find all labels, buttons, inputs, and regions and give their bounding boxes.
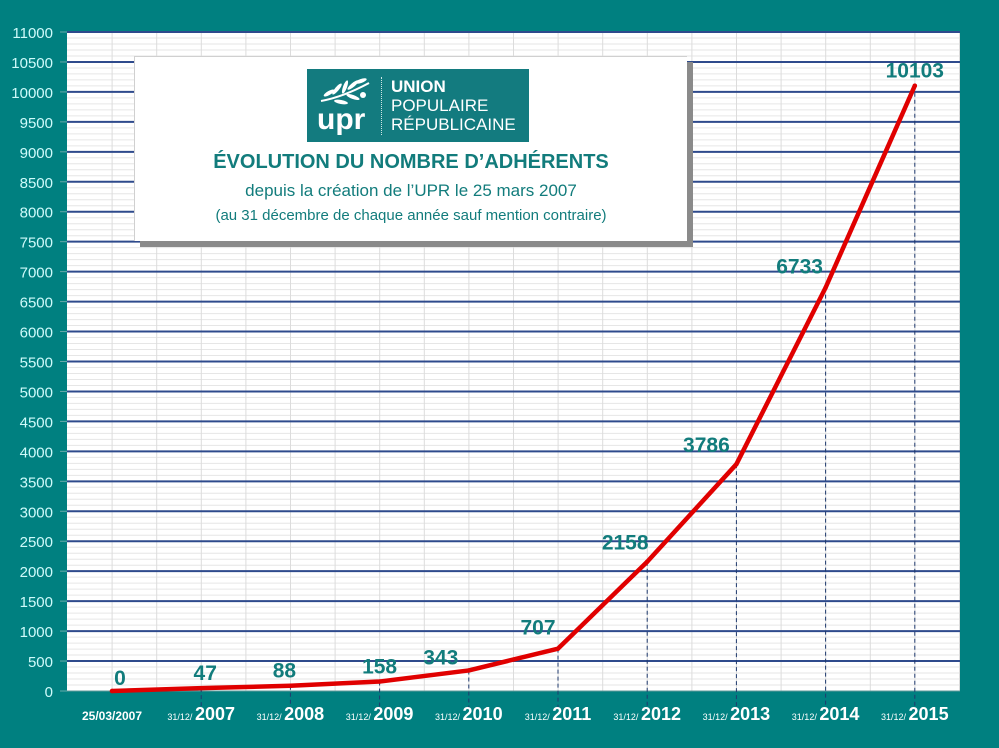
y-tick-label: 2500: [20, 534, 53, 551]
y-tick-label: 10000: [11, 85, 53, 102]
data-point: [199, 685, 204, 691]
series-line: [109, 83, 918, 694]
data-label: 707: [520, 617, 555, 640]
logo-line-3: RÉPUBLICAINE: [391, 115, 516, 134]
x-tick-label: 25/03/2007: [82, 709, 142, 723]
data-point: [555, 646, 561, 651]
data-label: 47: [194, 662, 217, 685]
data-point: [734, 461, 739, 467]
y-tick-label: 4500: [20, 414, 53, 431]
data-label: 6733: [776, 256, 823, 279]
y-tick-label: 1000: [20, 624, 53, 641]
y-tick-label: 8000: [20, 205, 53, 222]
x-tick-label: 31/12/ 2007: [167, 704, 235, 724]
x-tick-prefix: 31/12/: [881, 712, 909, 722]
y-tick-label: 500: [28, 654, 53, 671]
x-tick-prefix: 31/12/: [346, 712, 374, 722]
data-point: [823, 285, 828, 290]
x-tick-label: 31/12/ 2009: [346, 704, 414, 724]
chart-note: (au 31 décembre de chaque année sauf men…: [215, 207, 607, 224]
chart-subtitle: depuis la création de l’UPR le 25 mars 2…: [245, 181, 577, 200]
chart-title: ÉVOLUTION DU NOMBRE D’ADHÉRENTS: [213, 151, 609, 173]
data-label: 2158: [602, 532, 649, 555]
x-tick-year: 2011: [552, 704, 591, 724]
x-tick-year: 2008: [284, 704, 324, 724]
x-tick-year: 2007: [195, 704, 235, 724]
y-tick-label: 5000: [20, 384, 53, 401]
data-label: 88: [273, 660, 297, 683]
x-tick-label: 31/12/ 2012: [613, 704, 681, 724]
data-point: [466, 668, 471, 673]
x-tick-label: 31/12/ 2015: [881, 704, 949, 724]
y-tick-label: 11000: [12, 25, 53, 42]
y-tick-label: 4000: [20, 444, 53, 461]
y-tick-label: 9000: [20, 145, 53, 162]
logo-mark: upr: [317, 103, 366, 136]
x-tick-prefix: 31/12/: [613, 712, 641, 722]
x-tick-prefix: 31/12/: [525, 712, 553, 722]
y-tick-label: 8500: [20, 175, 53, 192]
x-tick-label: 31/12/ 2013: [703, 704, 771, 724]
logo-line-2: POPULAIRE: [391, 96, 489, 115]
y-tick-label: 3500: [20, 474, 53, 491]
data-point: [912, 83, 917, 88]
data-label: 343: [423, 646, 458, 669]
x-tick-label: 31/12/ 2011: [525, 704, 592, 724]
x-tick-prefix: 31/12/: [167, 712, 195, 722]
x-tick-prefix: 31/12/: [257, 712, 285, 722]
y-tick-label: 7000: [20, 265, 53, 282]
data-point: [109, 688, 115, 694]
y-tick-label: 1500: [20, 594, 53, 611]
data-point: [377, 679, 382, 684]
data-label: 10103: [886, 60, 944, 83]
data-label: 0: [114, 667, 126, 690]
x-tick-label: 31/12/ 2008: [257, 704, 325, 724]
data-point: [288, 683, 293, 688]
logo-line-1: UNION: [391, 77, 446, 96]
data-label: 3786: [683, 434, 730, 457]
x-tick-year: 2012: [641, 704, 681, 724]
x-tick-label: 31/12/ 2014: [792, 704, 860, 724]
x-tick-prefix: 31/12/: [703, 712, 731, 722]
logo-separator: [381, 77, 382, 135]
x-tick-year: 2014: [819, 704, 859, 724]
x-tick-prefix: 31/12/: [435, 712, 463, 722]
x-tick-year: 2010: [463, 704, 503, 724]
y-tick-label: 6500: [20, 295, 53, 312]
y-tick-label: 5500: [20, 355, 53, 372]
y-tick-label: 3000: [20, 504, 53, 521]
data-point: [645, 559, 650, 564]
x-tick-prefix: 31/12/: [792, 712, 820, 722]
x-tick-year: 2015: [909, 704, 949, 724]
x-tick-year: 2009: [373, 704, 413, 724]
y-tick-label: 7500: [20, 235, 53, 252]
olive-branch-icon: [320, 78, 370, 105]
title-box: upr UNION POPULAIRE RÉPUBLICAINE ÉVOLUTI…: [134, 56, 687, 241]
x-tick-label: 31/12/ 2010: [435, 704, 503, 724]
y-tick-label: 9500: [20, 115, 53, 132]
upr-logo: upr UNION POPULAIRE RÉPUBLICAINE: [307, 69, 529, 142]
data-label: 158: [362, 656, 397, 679]
y-tick-label: 2000: [20, 564, 53, 581]
y-tick-label: 0: [45, 684, 53, 701]
y-tick-label: 6000: [20, 325, 53, 342]
x-tick-year: 2013: [730, 704, 770, 724]
y-tick-label: 10500: [11, 55, 53, 72]
